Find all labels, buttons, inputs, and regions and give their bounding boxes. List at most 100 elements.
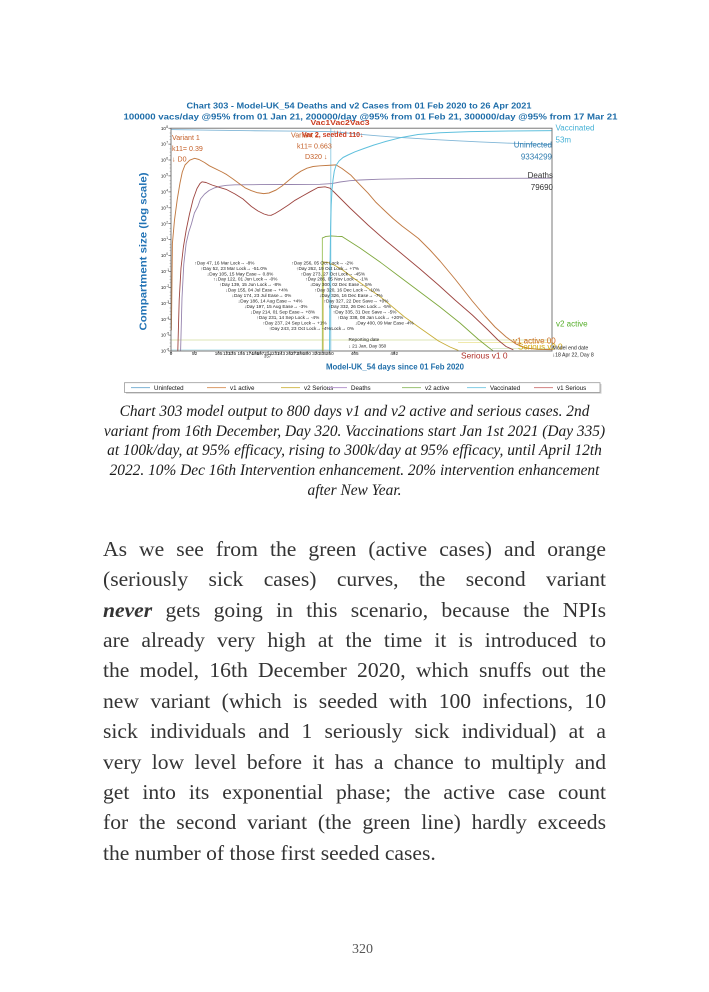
svg-text:v1 active: v1 active [230, 385, 255, 392]
svg-text:-5: -5 [166, 332, 169, 336]
svg-text:155: 155 [237, 351, 245, 356]
svg-text:↓Day 174, 23 Jul Ease→ 0%: ↓Day 174, 23 Jul Ease→ 0% [232, 293, 292, 298]
svg-text:492: 492 [390, 351, 398, 356]
svg-text:v2 active: v2 active [556, 320, 588, 329]
svg-text:1: 1 [166, 236, 168, 240]
svg-text:10: 10 [161, 221, 167, 226]
svg-text:10: 10 [161, 158, 167, 163]
svg-text:10: 10 [161, 317, 167, 322]
svg-text:↓ D0: ↓ D0 [172, 156, 187, 164]
svg-text:2: 2 [166, 220, 168, 224]
svg-text:3: 3 [166, 204, 168, 208]
svg-text:10: 10 [161, 190, 167, 195]
svg-text:10: 10 [161, 301, 167, 306]
svg-text:↑Day 256, 05 Oct Lock→ -2%: ↑Day 256, 05 Oct Lock→ -2% [292, 260, 354, 265]
svg-text:79690: 79690 [531, 183, 554, 192]
svg-text:k11= 0.663: k11= 0.663 [297, 143, 332, 151]
svg-text:Uninfected: Uninfected [514, 140, 552, 149]
svg-text:↑Lock→ 0%: ↑Lock→ 0% [329, 326, 354, 331]
svg-text:Variant 2: Variant 2 [291, 132, 319, 140]
svg-text:↑Day 47, 16 Mar Lock→ -8%: ↑Day 47, 16 Mar Lock→ -8% [195, 260, 255, 265]
svg-text:Compartment size (log scale): Compartment size (log scale) [138, 172, 149, 330]
svg-text:10: 10 [161, 174, 167, 179]
svg-text:↑Day 262, 19 Oct Lock→ +7%: ↑Day 262, 19 Oct Lock→ +7% [296, 266, 359, 271]
svg-text:Variant 1: Variant 1 [172, 134, 200, 142]
svg-text:243: 243 [277, 351, 285, 356]
svg-text:320: 320 [312, 351, 320, 356]
svg-text:300: 300 [303, 351, 311, 356]
svg-text:↓18 Apr 22, Day 8: ↓18 Apr 22, Day 8 [553, 352, 594, 358]
svg-text:↑Day 332, 26 Dec Lock→ -5%: ↑Day 332, 26 Dec Lock→ -5% [328, 304, 391, 309]
svg-text:10: 10 [161, 349, 167, 354]
svg-text:100000 vacs/day @95% from 01 J: 100000 vacs/day @95% from 01 Jan 21, 200… [124, 113, 619, 122]
svg-text:6: 6 [166, 157, 168, 161]
svg-text:10: 10 [161, 126, 167, 131]
svg-text:↑↓Day 122, 01 Jun Lock→ -0%: ↑↓Day 122, 01 Jun Lock→ -0% [213, 277, 277, 282]
svg-text:7: 7 [166, 141, 168, 145]
svg-text:5: 5 [166, 173, 168, 177]
svg-text:↑Day 273, 27 Oct Lock→ -45%: ↑Day 273, 27 Oct Lock→ -45% [301, 271, 365, 276]
svg-text:186: 186 [252, 351, 260, 356]
svg-text:↓ 21 Jan, Day 350: ↓ 21 Jan, Day 350 [349, 344, 387, 349]
svg-text:9334299: 9334299 [521, 153, 553, 162]
svg-text:-4: -4 [166, 316, 169, 320]
svg-text:↑Day 327, 22 Dec Save→ +0%: ↑Day 327, 22 Dec Save→ +0% [324, 299, 389, 304]
svg-text:10: 10 [161, 333, 167, 338]
svg-text:v2 Serious: v2 Serious [304, 385, 333, 392]
svg-text:0: 0 [170, 351, 173, 356]
svg-text:-2: -2 [166, 284, 169, 288]
svg-text:174: 174 [246, 351, 254, 356]
svg-text:10: 10 [161, 253, 167, 258]
svg-text:10: 10 [161, 269, 167, 274]
svg-text:↑Day 237, 24 Sep Lock→ +1%: ↑Day 237, 24 Sep Lock→ +1% [263, 321, 327, 326]
svg-text:335: 335 [319, 351, 327, 356]
svg-text:↓Day 400, 09 Mar Ease -4%: ↓Day 400, 09 Mar Ease -4% [355, 321, 414, 326]
svg-text:v2 active: v2 active [425, 385, 450, 392]
svg-text:↓Day 197, 15 Aug Ease→ -3%: ↓Day 197, 15 Aug Ease→ -3% [244, 304, 307, 309]
svg-text:52: 52 [192, 351, 198, 356]
svg-text:53m: 53m [556, 136, 572, 145]
svg-text:214: 214 [264, 351, 272, 356]
svg-text:↓Day 155, 04 Jul Ease→ +4%: ↓Day 155, 04 Jul Ease→ +4% [226, 288, 288, 293]
svg-text:405: 405 [351, 351, 359, 356]
svg-text:Deaths: Deaths [351, 385, 371, 392]
svg-text:10: 10 [161, 285, 167, 290]
svg-text:↑Day 335, 31 Dec Save→ -5%: ↑Day 335, 31 Dec Save→ -5% [333, 310, 397, 315]
svg-text:Vaccinated: Vaccinated [490, 385, 521, 392]
svg-text:10: 10 [161, 237, 167, 242]
svg-text:↓Day 105, 15 May Ease→ 0.8%: ↓Day 105, 15 May Ease→ 0.8% [207, 271, 273, 276]
svg-text:Model-UK_54 days since 01 Feb: Model-UK_54 days since 01 Feb 2020 [326, 362, 464, 372]
svg-text:Vaccinated: Vaccinated [556, 124, 595, 133]
svg-text:Uninfected: Uninfected [154, 385, 184, 392]
svg-text:-1: -1 [166, 268, 169, 272]
svg-text:Vac1Vac2Vac3: Vac1Vac2Vac3 [311, 118, 370, 127]
svg-text:v1 Serious: v1 Serious [557, 385, 586, 392]
svg-text:123: 123 [223, 351, 231, 356]
svg-text:4: 4 [166, 189, 168, 193]
svg-text:v1 active 00: v1 active 00 [513, 337, 556, 346]
svg-text:D320 ↓: D320 ↓ [305, 153, 327, 161]
svg-text:286: 286 [297, 351, 305, 356]
svg-text:0: 0 [166, 252, 168, 256]
svg-text:↑Day 286, 05 Nov Lock→ -1%: ↑Day 286, 05 Nov Lock→ -1% [305, 277, 368, 282]
svg-text:10: 10 [161, 142, 167, 147]
svg-text:↓Day 186, 14 Aug Ease→ +4%: ↓Day 186, 14 Aug Ease→ +4% [238, 299, 303, 304]
svg-text:↑Day 338, 08 Jan Lock→ +20%: ↑Day 338, 08 Jan Lock→ +20% [338, 315, 404, 320]
svg-text:Deaths: Deaths [528, 171, 553, 180]
svg-text:262: 262 [286, 351, 294, 356]
svg-text:↑Day 243, 23 Oct Lock→ -4%: ↑Day 243, 23 Oct Lock→ -4% [269, 326, 331, 331]
svg-text:↓Day 214, 01 Sep Ease→ +8%: ↓Day 214, 01 Sep Ease→ +8% [250, 310, 315, 315]
svg-text:197: 197 [257, 351, 265, 356]
svg-text:k11= 0.39: k11= 0.39 [172, 145, 203, 153]
svg-text:Serious v2 0: Serious v2 0 [518, 342, 563, 351]
svg-text:↑Day 320, 16 Dec Lock→ -10%: ↑Day 320, 16 Dec Lock→ -10% [315, 288, 380, 293]
svg-text:350: 350 [326, 351, 334, 356]
svg-text:↓Day 326, 16 Dec Ease→ -7%: ↓Day 326, 16 Dec Ease→ -7% [319, 293, 383, 298]
svg-text:↑Day 139, 15 Jun Lock→ -8%: ↑Day 139, 15 Jun Lock→ -8% [219, 282, 281, 287]
svg-text:273: 273 [291, 351, 299, 356]
svg-text:Serious v1 0: Serious v1 0 [461, 351, 508, 361]
svg-text:135: 135 [228, 351, 236, 356]
svg-text:↑Day 52, 23 Mar Lock→ -51.0%: ↑Day 52, 23 Mar Lock→ -51.0% [201, 266, 267, 271]
svg-text:↑Day 231, 14 Sep Lock→ -4%: ↑Day 231, 14 Sep Lock→ -4% [257, 315, 320, 320]
svg-text:Model end date: Model end date [553, 345, 589, 351]
